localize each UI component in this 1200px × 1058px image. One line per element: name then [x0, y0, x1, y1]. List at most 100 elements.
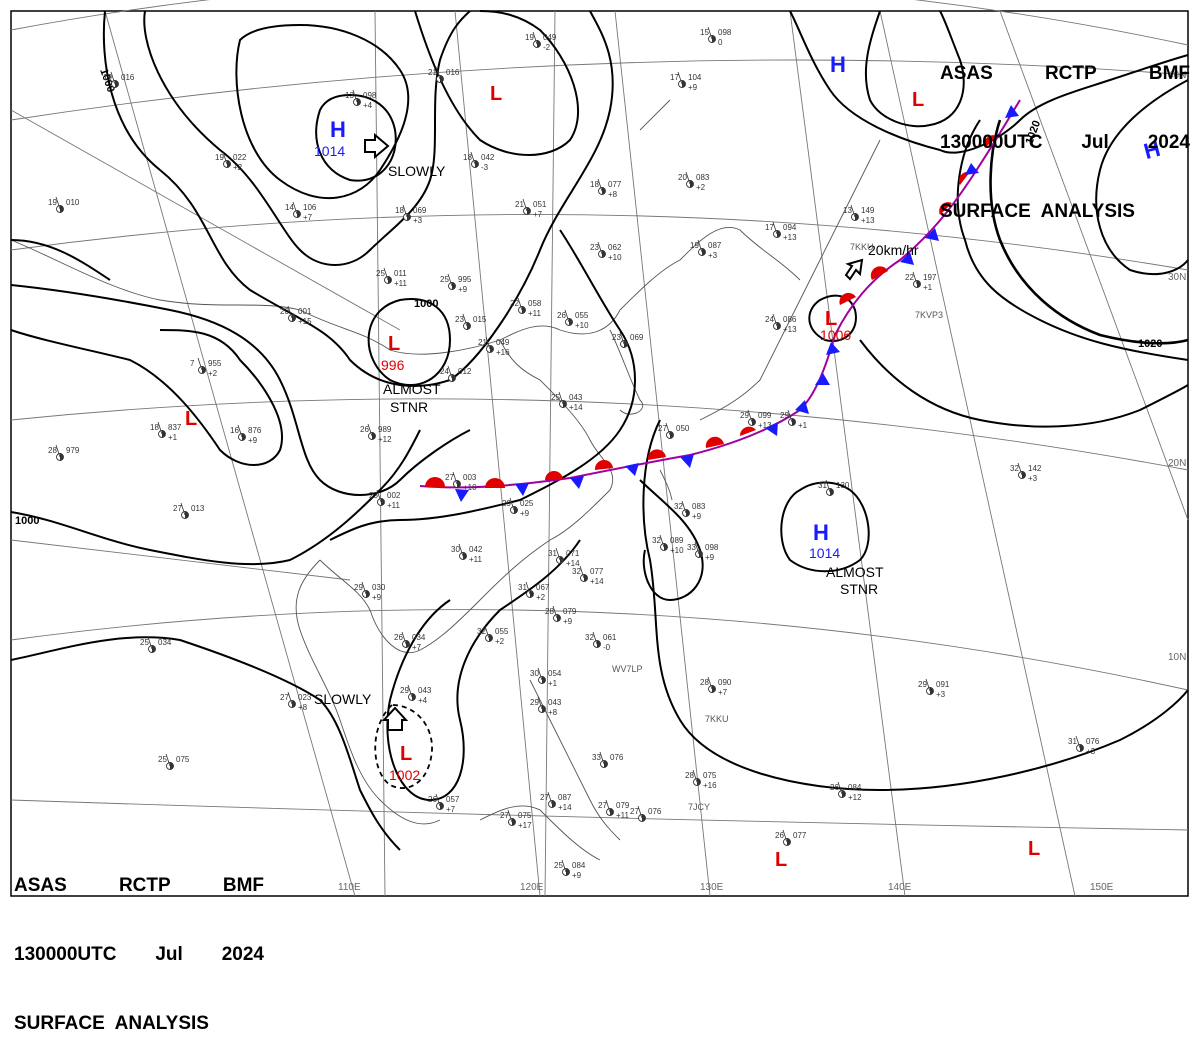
arrow-slowly-north	[381, 706, 409, 731]
station-plot: 29 091+3	[918, 678, 950, 699]
low-label: L	[912, 89, 924, 111]
station-plot: 26 077	[775, 829, 807, 846]
wind-barb	[772, 221, 778, 235]
station-temperature: 23	[612, 333, 621, 342]
station-pressure: 001	[298, 307, 312, 316]
cloud-cover-mark	[712, 685, 716, 693]
title-time: 130000UTC	[14, 944, 117, 965]
station-plot: 26 034+7	[394, 631, 426, 652]
station-tendency: +16	[496, 348, 510, 357]
station-tendency: +2	[233, 163, 243, 172]
cloud-cover-mark	[514, 506, 518, 514]
wind-barb	[697, 239, 703, 253]
station-pressure: 011	[394, 269, 407, 278]
wind-barb	[637, 805, 643, 819]
station-pressure: 083	[696, 173, 710, 182]
station-pressure: 087	[558, 793, 572, 802]
wind-barb	[147, 636, 153, 650]
warm-front-marks	[425, 135, 997, 488]
station-temperature: 26	[360, 425, 369, 434]
station-temperature: 29	[780, 411, 789, 420]
station-temperature: 21	[428, 68, 437, 77]
station-pressure: 090	[718, 678, 732, 687]
title-year: 2024	[1147, 132, 1190, 153]
cloud-cover-mark	[584, 574, 588, 582]
station-pressure: 049	[543, 33, 557, 42]
station-temperature: 22	[905, 273, 914, 282]
chart-title-bottom: ASAS RCTP BMF 130000UTC Jul 2024 SURFACE ANA…	[14, 828, 264, 1058]
station-temperature: 16	[230, 426, 239, 435]
lon-label: 110E	[338, 882, 361, 893]
station-plot: 18 837+1	[150, 421, 182, 442]
station-pressure: 076	[648, 807, 662, 816]
station-plot: 29 043+8	[530, 696, 562, 717]
station-pressure: 042	[481, 153, 495, 162]
station-temperature: 19	[103, 73, 112, 82]
station-pressure: 075	[703, 771, 717, 780]
station-pressure: 094	[783, 223, 797, 232]
station-pressure: 058	[528, 299, 542, 308]
station-pressure: 062	[608, 243, 622, 252]
station-tendency: +2	[536, 593, 546, 602]
station-pressure: 016	[446, 68, 460, 77]
lat-line-40n	[10, 59, 1189, 121]
wind-barb	[599, 751, 605, 765]
map-frame	[10, 10, 1189, 897]
station-tendency: +11	[528, 309, 542, 318]
isobar-1004-f	[329, 229, 636, 541]
cloud-cover-mark	[457, 480, 461, 488]
station-pressure: 069	[630, 333, 644, 342]
wind-barb	[677, 71, 683, 85]
station-plot: 27 013	[173, 502, 205, 519]
wind-barb	[55, 196, 61, 210]
wind-barb	[837, 781, 843, 795]
station-tendency: +13	[783, 325, 797, 334]
station-tendency: +9	[692, 512, 702, 521]
ship-id: 7KKU	[850, 242, 874, 252]
station-pressure: 013	[191, 504, 205, 513]
cloud-cover-mark	[563, 400, 567, 408]
station-pressure: 034	[158, 638, 172, 647]
stationary-front	[419, 99, 1021, 502]
high-label: H	[813, 520, 829, 545]
station-plot: 19 022+2	[215, 151, 247, 172]
station-pressure: 098	[363, 91, 377, 100]
cloud-cover-mark	[697, 778, 701, 786]
title-month: Jul	[1081, 132, 1109, 153]
wind-barb	[287, 305, 293, 319]
wind-barb	[383, 267, 389, 281]
station-tendency: +3	[1028, 474, 1038, 483]
title-code: BMF	[222, 875, 264, 896]
station-plot: 17 104+9	[670, 71, 702, 92]
cloud-cover-mark	[366, 590, 370, 598]
cloud-cover-mark	[292, 700, 296, 708]
high-pressure-value: 1014	[809, 545, 840, 561]
wind-barb	[452, 471, 458, 485]
station-pressure: 075	[518, 811, 532, 820]
cold-front-marks	[455, 105, 1019, 502]
wind-barb	[772, 313, 778, 327]
motion-note-1: ALMOST	[383, 381, 441, 397]
station-pressure: 034	[412, 633, 426, 642]
station-pressure: 087	[708, 241, 722, 250]
lon-line-w2	[10, 539, 351, 581]
wind-barb	[367, 423, 373, 437]
wind-barb	[507, 809, 513, 823]
cloud-cover-mark	[463, 552, 467, 560]
station-temperature: 29	[530, 698, 539, 707]
lat-label: 40N	[1168, 70, 1186, 81]
lat-line-30n	[10, 214, 1189, 271]
station-temperature: 15	[700, 28, 709, 37]
cloud-cover-mark	[642, 814, 646, 822]
station-tendency: +9	[563, 617, 573, 626]
station-plot: 29 099+13	[740, 409, 772, 430]
station-temperature: 22	[510, 299, 519, 308]
wind-barb	[1017, 462, 1023, 476]
cloud-cover-mark	[602, 250, 606, 258]
arrow-20kmhr	[844, 258, 864, 281]
station-plot: 28 090+7	[700, 676, 732, 697]
high-pressure-value: 1014	[314, 143, 345, 159]
high-label: H	[330, 117, 346, 142]
station-temperature: 14	[285, 203, 294, 212]
